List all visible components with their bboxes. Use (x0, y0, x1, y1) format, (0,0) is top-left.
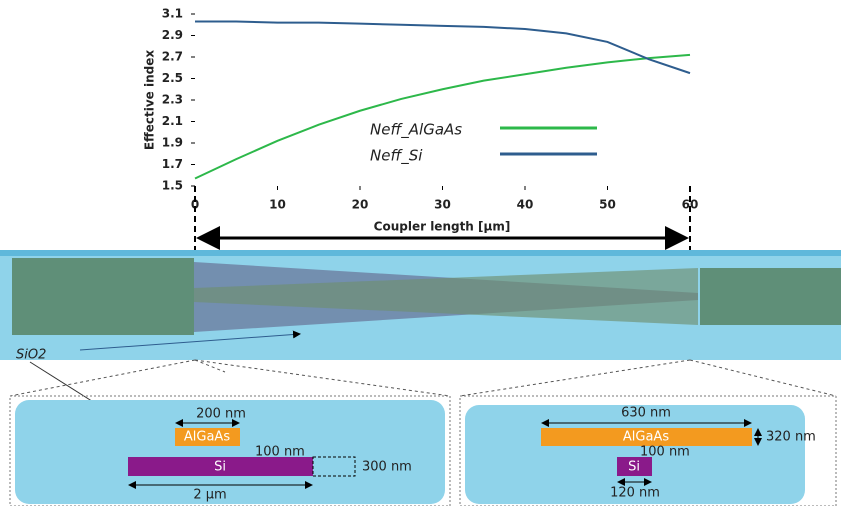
y-tick-label: 2.1 (162, 114, 183, 128)
legend-label: Neff_AlGaAs (370, 121, 462, 140)
x-tick-label: 20 (352, 198, 369, 212)
material-label: Si (628, 460, 640, 475)
material-label: AlGaAs (623, 430, 669, 445)
y-tick-label: 1.7 (162, 157, 183, 171)
y-tick-label: 3.1 (162, 7, 183, 21)
series-line (195, 22, 690, 74)
figure: 1.51.71.92.12.32.52.72.93.10102030405060… (0, 0, 841, 506)
zoom-line (690, 360, 836, 396)
legend-label: Neff_Si (370, 147, 423, 166)
y-tick-label: 1.9 (162, 136, 183, 150)
dimension-label: 2 µm (193, 488, 226, 503)
y-axis-label: Effective index (143, 50, 157, 151)
zoom-line (195, 360, 225, 372)
y-tick-label: 2.7 (162, 50, 183, 64)
zoom-line (195, 360, 450, 396)
x-tick-label: 10 (269, 198, 286, 212)
y-tick-label: 2.5 (162, 71, 183, 85)
algaas-waveguide (700, 268, 841, 325)
x-tick-label: 50 (599, 198, 616, 212)
sio2-label: SiO2 (16, 348, 46, 363)
y-tick-label: 2.9 (162, 28, 183, 42)
cladding-edge (0, 250, 841, 256)
dimension-label: 300 nm (362, 460, 412, 475)
material-label: Si (214, 460, 226, 475)
y-tick-label: 2.3 (162, 93, 183, 107)
dimension-label: 200 nm (196, 407, 246, 422)
algaas-waveguide (12, 258, 194, 335)
x-tick-label: 40 (517, 198, 534, 212)
dimension-label: 120 nm (610, 486, 660, 501)
x-tick-label: 30 (434, 198, 451, 212)
zoom-line (460, 360, 690, 396)
dimension-label: 320 nm (766, 430, 816, 445)
y-tick-label: 1.5 (162, 179, 183, 193)
series-line (195, 55, 690, 179)
dimension-label: 630 nm (621, 406, 671, 421)
x-axis-label: Coupler length [µm] (374, 220, 511, 234)
material-label: AlGaAs (184, 430, 230, 445)
zoom-line (10, 360, 195, 396)
